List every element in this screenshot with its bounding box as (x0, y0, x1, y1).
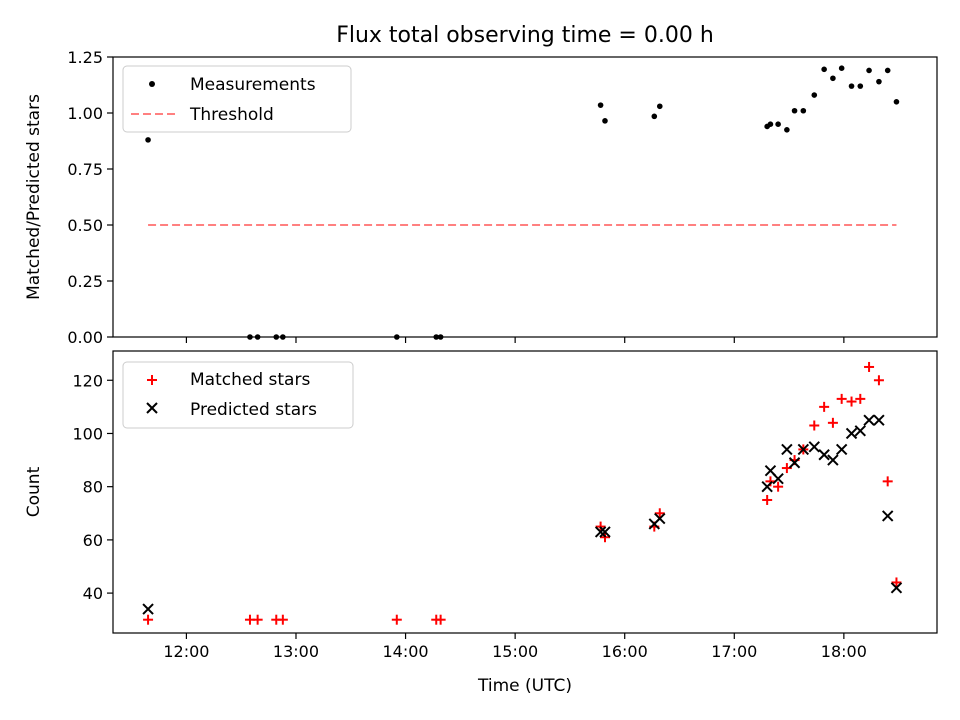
measurement-point (800, 107, 807, 114)
x-tick-label: 17:00 (711, 642, 757, 661)
measurement-point (784, 127, 790, 133)
matched-stars-point (827, 417, 838, 428)
bottom-panel: Count Time (UTC) Matched stars Predicted… (24, 350, 938, 696)
predicted-stars-point (854, 425, 867, 437)
x-tick-label: 16:00 (602, 642, 648, 661)
measurement-point (857, 83, 864, 89)
top-y-tick-label: 0.25 (67, 272, 103, 291)
predicted-stars-point (781, 443, 793, 456)
matched-stars-point (654, 508, 665, 519)
measurement-point (884, 67, 891, 74)
matched-stars-point (391, 614, 402, 625)
measurement-point (838, 65, 845, 71)
bottom-y-axis-label: Count (24, 466, 44, 517)
matched-stars-point (773, 481, 784, 492)
matched-stars-point (882, 476, 893, 487)
predicted-stars-point (845, 427, 858, 440)
measurement-point (893, 99, 900, 105)
matched-stars-point (809, 420, 820, 431)
top-y-tick-label: 0.00 (67, 328, 103, 347)
predicted-stars-point (890, 582, 903, 594)
top-axes-frame (112, 56, 938, 338)
top-legend: Measurements Threshold (122, 65, 352, 133)
bottom-y-tick-label: 100 (72, 424, 103, 443)
legend-measurements-label: Measurements (190, 75, 316, 95)
matched-stars-point (765, 476, 776, 487)
matched-stars-point (855, 393, 866, 404)
measurement-point (775, 121, 781, 127)
measurement-point (791, 107, 798, 114)
bottom-x-axis-label: Time (UTC) (477, 676, 572, 696)
measurement-point (821, 66, 827, 73)
x-tick-label: 12:00 (163, 642, 209, 661)
matched-stars-point (873, 375, 884, 386)
matched-stars-point (435, 614, 446, 625)
matched-stars-point (846, 396, 857, 407)
predicted-stars-point (818, 449, 830, 461)
bottom-plot-area (142, 361, 903, 625)
measurement-point (767, 121, 774, 127)
predicted-stars-point (827, 454, 839, 466)
predicted-stars-point (142, 603, 154, 615)
measurement-point (811, 92, 818, 98)
predicted-stars-point (797, 443, 810, 456)
legend-measurements-marker (149, 81, 155, 87)
predicted-stars-point (594, 526, 607, 538)
matched-stars-point (836, 393, 847, 404)
measurement-point (876, 78, 882, 85)
matched-stars-point (891, 577, 902, 588)
x-tick-label: 14:00 (383, 642, 429, 661)
bottom-y-tick-label: 60 (83, 531, 103, 550)
measurement-point (866, 67, 872, 74)
legend-predicted-marker (146, 402, 158, 414)
bottom-y-tick-label: 40 (83, 584, 103, 603)
measurement-point (656, 103, 663, 110)
legend-matched-label: Matched stars (190, 370, 310, 390)
x-tick-label: 13:00 (273, 642, 319, 661)
predicted-stars-point (654, 512, 666, 525)
bottom-y-tick-label: 80 (83, 478, 103, 497)
matched-stars-point (864, 361, 875, 372)
matched-stars-point (143, 614, 154, 625)
predicted-stars-point (881, 510, 894, 522)
predicted-stars-point (788, 457, 801, 469)
legend-matched-marker (147, 375, 157, 385)
top-y-tick-label: 0.75 (67, 160, 103, 179)
predicted-stars-point (772, 472, 784, 485)
predicted-stars-point (873, 414, 885, 426)
legend-threshold-label: Threshold (189, 105, 274, 125)
predicted-stars-point (599, 526, 611, 538)
matched-stars-point (819, 401, 830, 412)
measurement-point (830, 75, 836, 82)
x-tick-label: 18:00 (821, 642, 867, 661)
x-tick-label: 15:00 (492, 642, 538, 661)
top-y-tick-label: 0.50 (67, 216, 103, 235)
measurement-point (597, 102, 604, 108)
top-y-axis-label: Matched/Predicted stars (24, 94, 44, 300)
predicted-stars-point (863, 414, 875, 426)
chart-title: Flux total observing time = 0.00 h (336, 23, 714, 48)
bottom-axes-frame (112, 350, 938, 634)
bottom-y-tick-label: 120 (72, 371, 103, 390)
measurement-point (848, 83, 855, 89)
measurement-point (651, 113, 658, 120)
predicted-stars-point (835, 443, 848, 456)
predicted-stars-point (761, 480, 773, 493)
predicted-stars-point (808, 441, 820, 453)
bottom-legend-box (122, 361, 354, 429)
bottom-legend: Matched stars Predicted stars (122, 361, 354, 429)
top-legend-box (122, 65, 352, 133)
top-y-tick-label: 1.00 (67, 104, 103, 123)
top-panel: Flux total observing time = 0.00 h Match… (24, 23, 938, 347)
matched-stars-point (252, 614, 263, 625)
measurement-point (602, 118, 608, 124)
measurement-point (145, 137, 151, 143)
matched-stars-point (762, 494, 773, 505)
legend-predicted-label: Predicted stars (190, 400, 317, 420)
matched-stars-point (277, 614, 288, 625)
top-y-tick-label: 1.25 (67, 48, 103, 67)
